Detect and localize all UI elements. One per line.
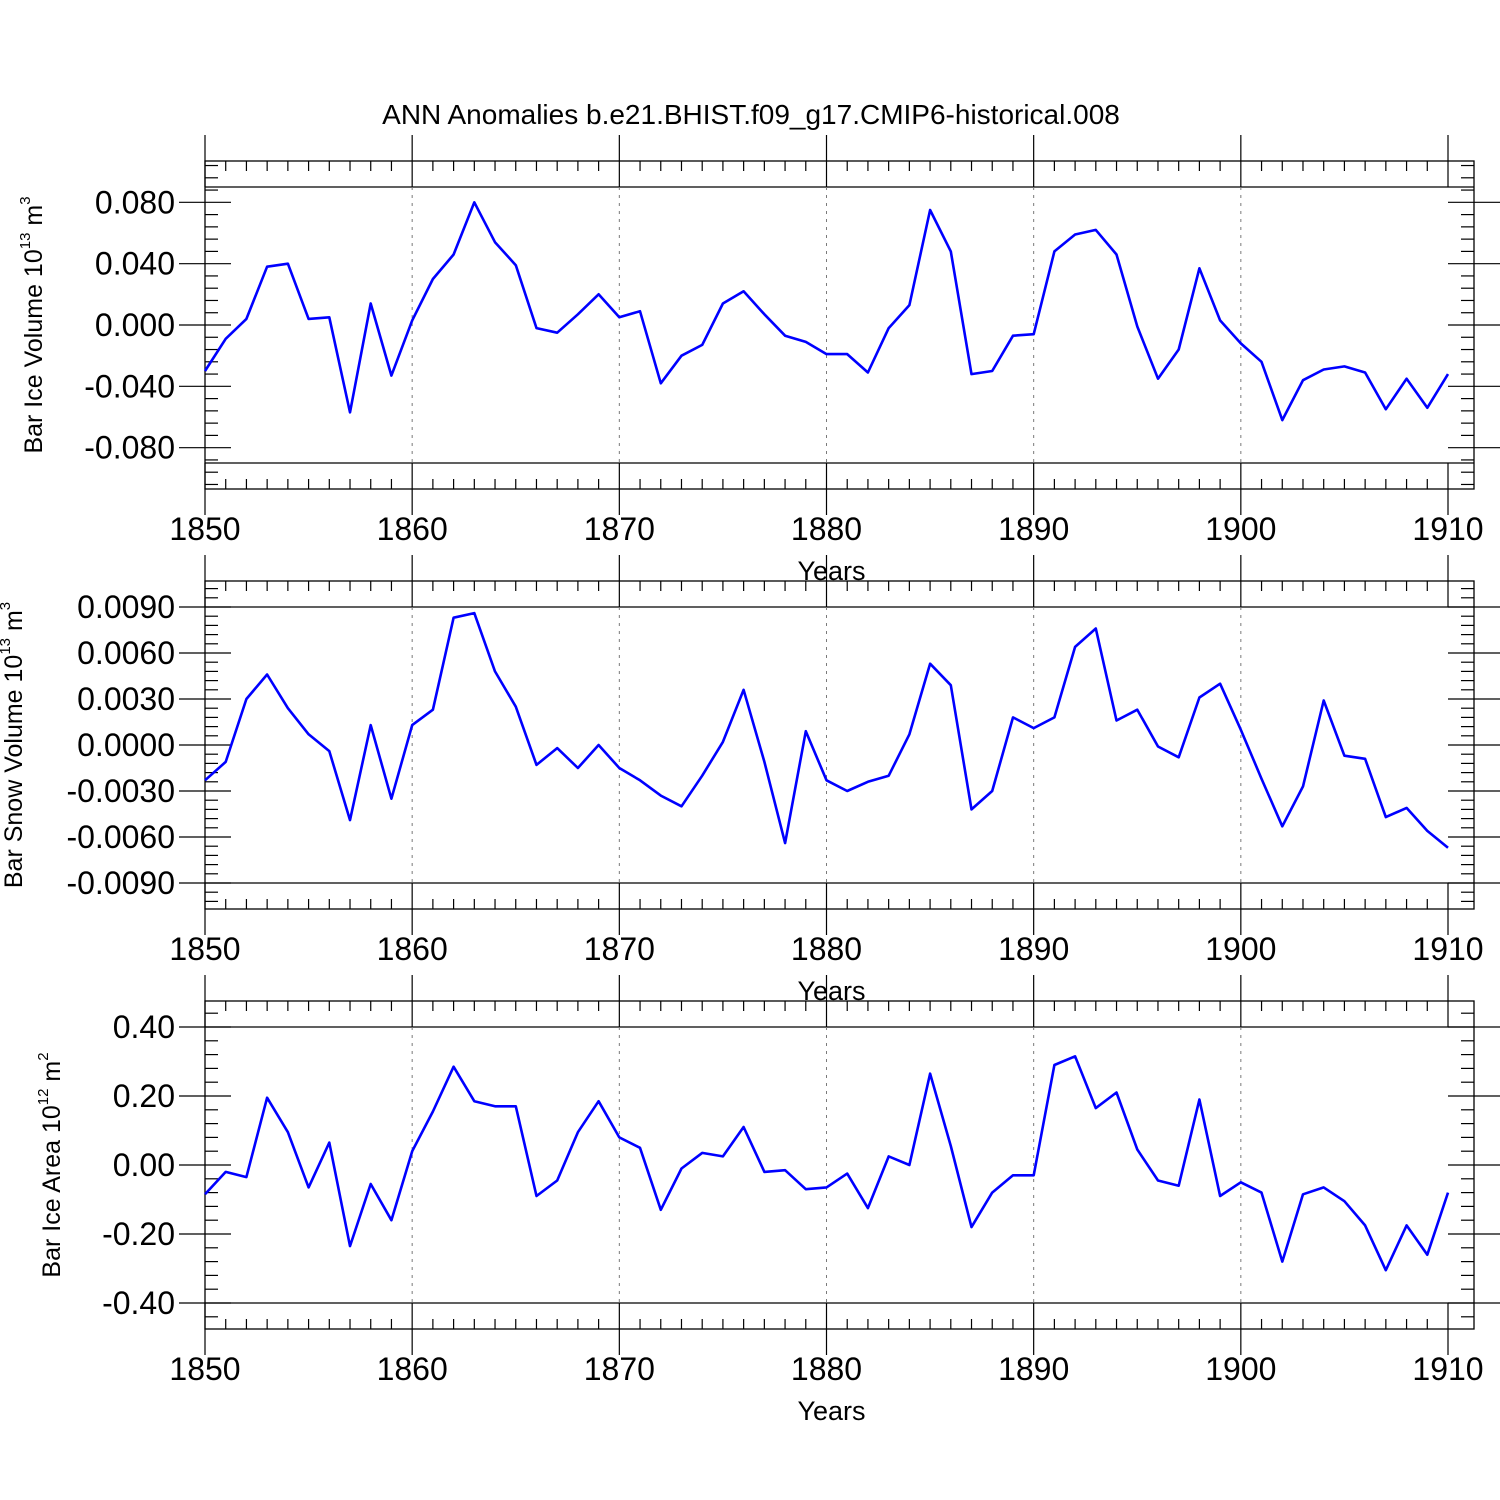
y-axis-label-exponent: 13 <box>17 233 34 250</box>
y-tick-label: -0.20 <box>102 1216 175 1252</box>
x-tick-label: 1910 <box>1412 931 1483 967</box>
y-axis-label-unit: m <box>38 1061 66 1089</box>
y-axis-label-text: Bar Snow Volume 10 <box>0 655 28 888</box>
y-tick-label: -0.080 <box>84 430 175 466</box>
y-tick-label: 0.080 <box>95 184 175 220</box>
x-tick-label: 1850 <box>169 511 240 547</box>
y-axis-label-text: Bar Ice Volume 10 <box>20 249 48 453</box>
chart-panel-2: 0.0090 0.0060 0.0030 0.0000 -0.0030 -0.0060 -0… <box>0 555 1500 1006</box>
chart-panel-1: 0.080 0.040 0.000 -0.040 -0.080 1850 1860 1870 1… <box>17 135 1500 586</box>
x-tick-label: 1890 <box>998 931 1069 967</box>
x-tick-label: 1870 <box>584 1351 655 1387</box>
x-tick-label: 1900 <box>1205 931 1276 967</box>
y-axis-label-text: Bar Ice Area 10 <box>38 1105 66 1277</box>
x-tick-label: 1860 <box>377 1351 448 1387</box>
x-tick-label: 1910 <box>1412 511 1483 547</box>
y-axis-label-unit-exponent: 3 <box>0 602 14 610</box>
y-axis-label-unit: m <box>20 205 48 233</box>
y-tick-label: -0.040 <box>84 368 175 404</box>
y-tick-label: 0.0060 <box>77 635 175 671</box>
chart-panel-3: 0.40 0.20 0.00 -0.20 -0.40 1850 1860 1870 1880 18… <box>35 975 1500 1426</box>
y-axis-label: Bar Ice Volume 1013 m3 <box>17 196 48 453</box>
series-line-1 <box>204 1055 1450 1272</box>
x-tick-label: 1850 <box>169 931 240 967</box>
y-tick-label: -0.40 <box>102 1285 175 1321</box>
y-axis-label: Bar Ice Area 1012 m2 <box>35 1052 66 1277</box>
plot-frame <box>204 1000 1475 1330</box>
x-tick-label: 1880 <box>791 511 862 547</box>
x-tick-label: 1900 <box>1205 1351 1276 1387</box>
y-tick-label: 0.20 <box>113 1078 175 1114</box>
x-tick-label: 1880 <box>791 1351 862 1387</box>
plot-frame <box>204 160 1475 490</box>
plot-frame <box>204 580 1475 910</box>
x-tick-label: 1860 <box>377 931 448 967</box>
y-tick-label: 0.000 <box>95 307 175 343</box>
y-axis-label-unit-exponent: 2 <box>35 1052 52 1060</box>
figure-title: ANN Anomalies b.e21.BHIST.f09_g17.CMIP6-… <box>382 99 1120 130</box>
x-tick-label: 1870 <box>584 511 655 547</box>
x-tick-label: 1890 <box>998 1351 1069 1387</box>
y-axis-label-exponent: 13 <box>0 638 14 655</box>
y-tick-label: 0.40 <box>113 1009 175 1045</box>
y-axis-label-unit: m <box>0 610 28 638</box>
series-line-1 <box>204 611 1449 849</box>
x-tick-label: 1900 <box>1205 511 1276 547</box>
y-tick-label: 0.040 <box>95 246 175 282</box>
x-tick-label: 1860 <box>377 511 448 547</box>
x-tick-label: 1850 <box>169 1351 240 1387</box>
x-tick-label: 1890 <box>998 511 1069 547</box>
x-tick-label: 1910 <box>1412 1351 1483 1387</box>
y-axis-label-unit-exponent: 3 <box>17 196 34 204</box>
y-tick-label: -0.0060 <box>66 819 175 855</box>
y-tick-label: 0.00 <box>113 1147 175 1183</box>
x-tick-label: 1870 <box>584 931 655 967</box>
y-tick-label: 0.0000 <box>77 727 175 763</box>
y-tick-label: -0.0030 <box>66 773 175 809</box>
y-tick-label: -0.0090 <box>66 865 175 901</box>
y-tick-label: 0.0030 <box>77 681 175 717</box>
y-axis-label: Bar Snow Volume 1013 m3 <box>0 602 28 888</box>
series-line-1 <box>203 201 1450 422</box>
x-axis-label: Years <box>797 1396 865 1426</box>
y-axis-label-exponent: 12 <box>35 1089 52 1106</box>
x-tick-label: 1880 <box>791 931 862 967</box>
y-tick-label: 0.0090 <box>77 589 175 625</box>
